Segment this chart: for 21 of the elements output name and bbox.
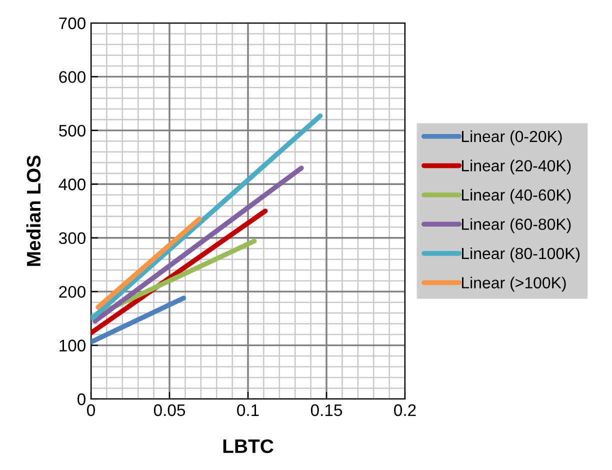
y-tick-label: 600: [59, 71, 86, 83]
y-tick-label: 100: [60, 340, 86, 352]
legend-label: Linear (80-100K): [462, 247, 580, 262]
legend-label: Linear (20-40K): [462, 160, 571, 175]
x-tick-label: 0.2: [394, 404, 416, 416]
y-tick-label: 500: [59, 124, 86, 137]
x-tick-label: 0: [87, 404, 95, 416]
legend-label: Linear (40-60K): [462, 188, 571, 204]
x-axis-title: LBTC: [223, 439, 274, 454]
legend-label: Linear (60-80K): [462, 218, 571, 234]
x-tick-label: 0.05: [154, 404, 186, 416]
y-tick-label: 400: [58, 178, 86, 190]
x-tick-label: 0.15: [310, 404, 342, 416]
y-axis-title: Median LOS: [26, 156, 41, 266]
y-tick-label: 300: [58, 232, 86, 244]
x-tick-label: 0.1: [237, 404, 259, 416]
legend-label: Linear (0-20K): [462, 130, 562, 146]
y-tick-label: 700: [59, 17, 86, 30]
y-tick-label: 0: [78, 393, 86, 406]
legend-label: Linear (>100K): [462, 276, 566, 292]
y-tick-label: 200: [59, 286, 86, 298]
